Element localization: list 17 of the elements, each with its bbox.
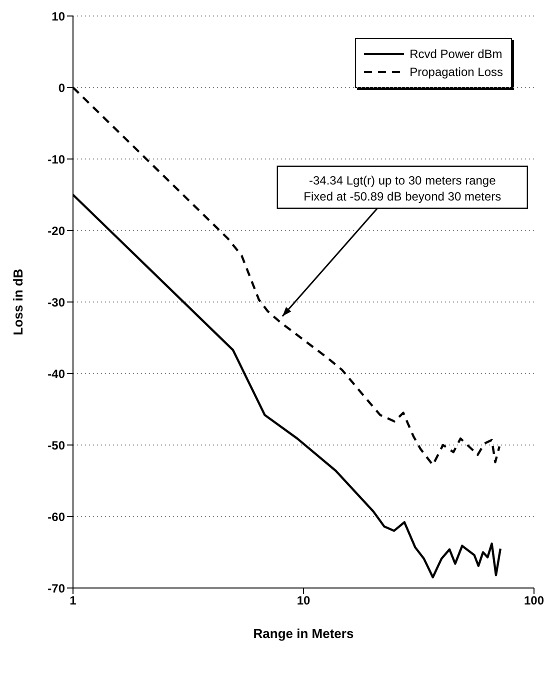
legend-label: Rcvd Power dBm (410, 47, 502, 61)
y-tick-label: -30 (48, 295, 66, 310)
y-axis-title: Loss in dB (10, 268, 26, 336)
y-tick-label: -60 (48, 510, 66, 524)
x-tick-label: 10 (296, 594, 310, 608)
legend-label: Propagation Loss (410, 65, 503, 79)
annotation: -34.34 Lgt(r) up to 30 meters range Fixed at -50.89 dB beyond 30 meters (304, 173, 502, 204)
x-axis-title: Range in Meters (253, 626, 354, 641)
y-tick-label: -10 (48, 152, 66, 166)
y-tick-label: 0 (58, 80, 66, 95)
x-tick-label: 100 (524, 594, 544, 608)
x-tick-label: 1 (70, 594, 77, 608)
y-tick-label: 10 (52, 9, 66, 24)
y-tick-label: -40 (48, 366, 66, 381)
y-tick-label: -70 (48, 581, 66, 596)
y-tick-label: -50 (48, 438, 66, 452)
y-tick-label: -20 (48, 224, 66, 238)
